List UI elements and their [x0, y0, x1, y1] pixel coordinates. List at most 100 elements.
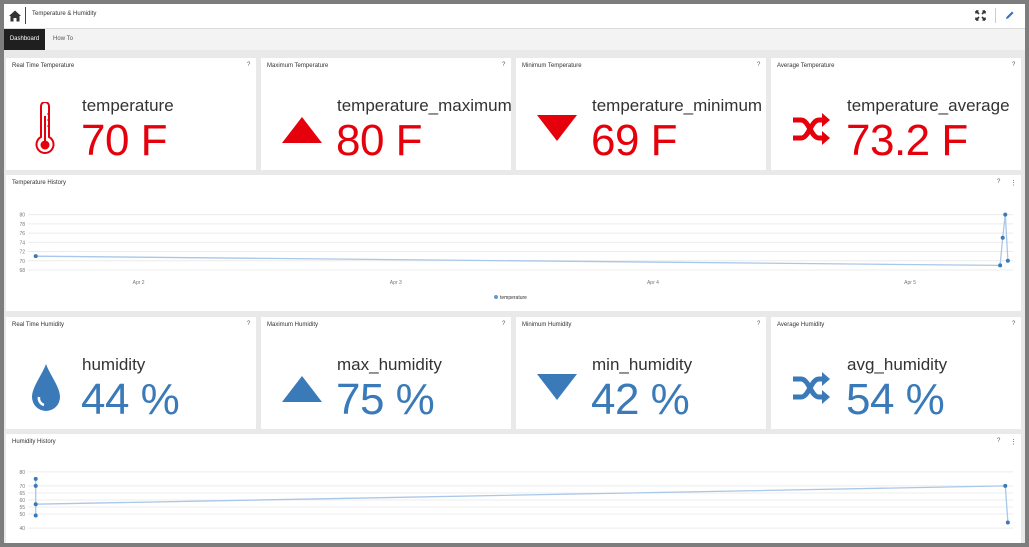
help-icon[interactable]: ?	[1012, 62, 1016, 68]
card-title: Minimum Temperature	[522, 63, 582, 69]
dashboard-app: Temperature & Humidity Dashboard How To …	[4, 4, 1025, 543]
data-point	[1003, 483, 1008, 488]
stat-name: temperature	[82, 96, 174, 115]
card-title: Minimum Humidity	[522, 322, 572, 328]
stat-name: temperature_average	[847, 96, 1010, 115]
stat-value: 69 F	[591, 116, 678, 165]
card-title: Real Time Humidity	[12, 322, 65, 328]
title-divider	[25, 7, 26, 24]
help-icon[interactable]: ?	[997, 179, 1001, 185]
data-point	[33, 254, 38, 259]
shuffle-icon	[793, 113, 830, 145]
stat-name: humidity	[82, 355, 146, 374]
stat-name: temperature_maximum	[337, 96, 512, 115]
triangle-up-icon	[282, 117, 322, 143]
card-title: Real Time Temperature	[12, 63, 75, 69]
stat-value: 70 F	[81, 116, 168, 165]
data-point	[1003, 212, 1008, 217]
data-point	[1005, 520, 1010, 525]
y-tick-label: 68	[19, 268, 25, 274]
card-maximum-humidity: Maximum Humidity ? max_humidity 75 %	[261, 317, 511, 429]
card-title: Humidity History	[12, 439, 56, 445]
x-tick-label: Apr 5	[904, 280, 916, 286]
y-tick-label: 65	[19, 491, 25, 497]
stat-name: temperature_minimum	[592, 96, 763, 115]
tab-how-to[interactable]: How To	[53, 36, 73, 42]
y-tick-label: 80	[19, 213, 25, 219]
stat-value: 75 %	[336, 375, 435, 424]
stat-value: 44 %	[81, 375, 180, 424]
help-icon[interactable]: ?	[247, 62, 251, 68]
card-real-time-humidity: Real Time Humidity ? humidity 44 %	[6, 317, 256, 429]
y-tick-label: 55	[19, 505, 25, 511]
x-tick-label: Apr 3	[390, 280, 402, 286]
stat-name: max_humidity	[337, 355, 442, 374]
stat-value: 54 %	[846, 375, 945, 424]
toolbar-divider	[995, 8, 996, 23]
water-drop-icon	[32, 364, 60, 411]
y-tick-label: 78	[19, 222, 25, 228]
help-icon[interactable]: ?	[997, 438, 1001, 444]
data-point	[33, 502, 38, 507]
data-point	[33, 483, 38, 488]
thermometer-icon	[35, 102, 55, 154]
triangle-down-icon	[537, 115, 577, 141]
data-point	[1000, 235, 1005, 240]
stat-value: 42 %	[591, 375, 690, 424]
data-point	[33, 513, 38, 518]
help-icon[interactable]: ?	[502, 321, 506, 327]
stat-name: min_humidity	[592, 355, 693, 374]
triangle-up-icon	[282, 376, 322, 402]
data-point	[998, 263, 1003, 268]
app-title: Temperature & Humidity	[32, 11, 97, 17]
title-bar: Temperature & Humidity	[4, 4, 1025, 29]
series-line	[35, 214, 1009, 267]
panel-menu-icon[interactable]: ⋮	[1010, 439, 1017, 446]
fullscreen-icon[interactable]	[975, 10, 986, 21]
card-average-temperature: Average Temperature ? temperature_averag…	[771, 58, 1021, 170]
stat-value: 73.2 F	[846, 116, 968, 165]
card-title: Average Temperature	[777, 63, 835, 69]
card-real-time-temperature: Real Time Temperature ? temperature 70 F	[6, 58, 256, 170]
help-icon[interactable]: ?	[757, 321, 761, 327]
legend-label: temperature	[500, 295, 527, 301]
y-tick-label: 70	[19, 259, 25, 265]
card-title: Maximum Humidity	[267, 322, 319, 328]
shuffle-icon	[793, 372, 830, 404]
x-tick-label: Apr 4	[647, 280, 659, 286]
stat-name: avg_humidity	[847, 355, 948, 374]
y-tick-label: 60	[19, 498, 25, 504]
help-icon[interactable]: ?	[247, 321, 251, 327]
tab-dashboard[interactable]: Dashboard	[4, 29, 45, 50]
data-point	[33, 476, 38, 481]
home-icon[interactable]	[8, 9, 22, 23]
card-title: Maximum Temperature	[267, 63, 329, 69]
panel-menu-icon[interactable]: ⋮	[1010, 180, 1017, 187]
card-maximum-temperature: Maximum Temperature ? temperature_maximu…	[261, 58, 512, 170]
help-icon[interactable]: ?	[757, 62, 761, 68]
card-temperature-history: Temperature History ? ⋮ 68 70 72 74 76 78 80 Ap…	[6, 175, 1021, 311]
help-icon[interactable]: ?	[502, 62, 506, 68]
data-point	[1005, 258, 1010, 263]
pencil-icon[interactable]	[1004, 10, 1015, 21]
legend-marker	[494, 295, 498, 299]
y-tick-label: 50	[19, 512, 25, 518]
card-minimum-humidity: Minimum Humidity ? min_humidity 42 %	[516, 317, 766, 429]
triangle-down-icon	[537, 374, 577, 400]
card-average-humidity: Average Humidity ? avg_humidity 54 %	[771, 317, 1021, 429]
help-icon[interactable]: ?	[1012, 321, 1016, 327]
card-minimum-temperature: Minimum Temperature ? temperature_minimu…	[516, 58, 766, 170]
y-tick-label: 72	[19, 250, 25, 256]
y-tick-label: 76	[19, 231, 25, 237]
card-title: Temperature History	[12, 180, 67, 186]
tab-bar: Dashboard How To	[4, 29, 1025, 50]
y-tick-label: 80	[19, 470, 25, 476]
y-tick-label: 74	[19, 240, 25, 246]
x-tick-label: Apr 2	[133, 280, 145, 286]
y-tick-label: 70	[19, 484, 25, 490]
card-humidity-history: Humidity History ? ⋮ 40 50 55 60 65 70 80	[6, 434, 1021, 543]
card-title: Average Humidity	[777, 322, 825, 328]
temperature-history-chart: 68 70 72 74 76 78 80 Apr 2 Apr 3 Apr 4 Apr 5 temper…	[19, 212, 1013, 301]
stat-value: 80 F	[336, 116, 423, 165]
